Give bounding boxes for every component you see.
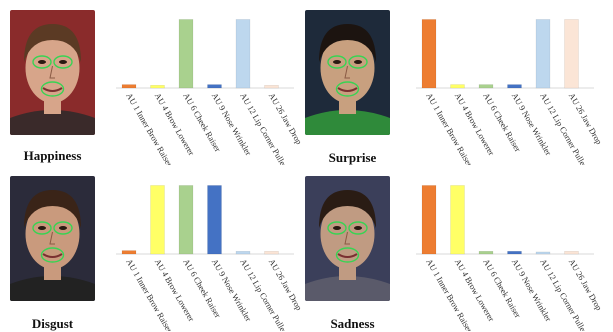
bar-2 xyxy=(150,185,165,255)
mouth xyxy=(337,87,358,92)
panel-caption: Happiness xyxy=(23,148,82,163)
mouth xyxy=(42,87,63,92)
bar-1 xyxy=(121,250,137,255)
bar-5 xyxy=(535,251,551,255)
bar-1 xyxy=(121,84,137,89)
bar-1 xyxy=(421,185,437,255)
bar-4 xyxy=(507,84,522,89)
panel-caption: Disgust xyxy=(31,316,74,331)
au-region-marker xyxy=(348,55,368,69)
au-region-marker xyxy=(53,55,73,69)
face-illustration xyxy=(305,10,390,135)
panel-happiness: Happiness AU 1 Inner Brow Raiser AU 4 Bro… xyxy=(0,0,302,165)
mouth xyxy=(42,253,63,258)
face-photo xyxy=(10,10,95,135)
au-region-marker xyxy=(335,247,360,263)
left-eye xyxy=(333,60,341,64)
hair xyxy=(319,24,376,62)
face-illustration xyxy=(305,176,390,301)
face-illustration xyxy=(10,176,95,301)
panel-caption: Sadness xyxy=(330,316,375,331)
bar-4 xyxy=(207,185,222,255)
panel-sadness: Sadness AU 1 Inner Brow Raiser AU 4 Brow … xyxy=(300,166,602,331)
au-region-marker xyxy=(335,81,360,97)
hair xyxy=(24,190,81,228)
au-region-marker xyxy=(327,55,347,69)
au-region-marker xyxy=(53,221,73,235)
face-photo xyxy=(305,176,390,301)
shoulders xyxy=(305,276,390,301)
left-eye xyxy=(38,60,46,64)
au-region-marker xyxy=(40,247,65,263)
panel-surprise: Surprise AU 1 Inner Brow Raiser AU 4 Brow… xyxy=(300,0,602,165)
bar-3 xyxy=(178,19,194,89)
bar-6 xyxy=(564,251,579,255)
left-eye xyxy=(333,226,341,230)
shoulders xyxy=(10,276,95,301)
nose xyxy=(344,65,350,79)
face-photo xyxy=(305,10,390,135)
bar-4 xyxy=(207,84,222,89)
bar-6 xyxy=(264,85,279,89)
right-eye xyxy=(59,226,67,230)
nose xyxy=(344,231,350,245)
au-region-marker xyxy=(327,221,347,235)
bar-3 xyxy=(478,84,494,89)
au-region-marker xyxy=(348,221,368,235)
panel-disgust: Disgust AU 1 Inner Brow Raiser AU 4 Brow … xyxy=(0,166,302,331)
left-eye xyxy=(38,226,46,230)
panel-caption: Surprise xyxy=(328,150,377,165)
bar-2 xyxy=(450,185,465,255)
bar-1 xyxy=(421,19,437,89)
shoulders xyxy=(305,110,390,135)
bar-6 xyxy=(264,251,279,255)
nose xyxy=(49,231,55,245)
bar-5 xyxy=(535,19,551,89)
hair xyxy=(24,24,81,62)
nose xyxy=(49,65,55,79)
bar-2 xyxy=(450,84,465,89)
au-region-marker xyxy=(32,221,52,235)
au-region-marker xyxy=(40,81,65,97)
face-illustration xyxy=(10,10,95,135)
face-photo xyxy=(10,176,95,301)
right-eye xyxy=(59,60,67,64)
bar-6 xyxy=(564,19,579,89)
bar-5 xyxy=(235,251,251,255)
au-region-marker xyxy=(32,55,52,69)
right-eye xyxy=(354,60,362,64)
bar-5 xyxy=(235,19,251,89)
bar-4 xyxy=(507,251,522,255)
bar-3 xyxy=(478,251,494,255)
mouth xyxy=(337,253,358,258)
hair xyxy=(319,190,376,228)
bar-3 xyxy=(178,185,194,255)
shoulders xyxy=(10,110,95,135)
right-eye xyxy=(354,226,362,230)
bar-2 xyxy=(150,85,165,89)
